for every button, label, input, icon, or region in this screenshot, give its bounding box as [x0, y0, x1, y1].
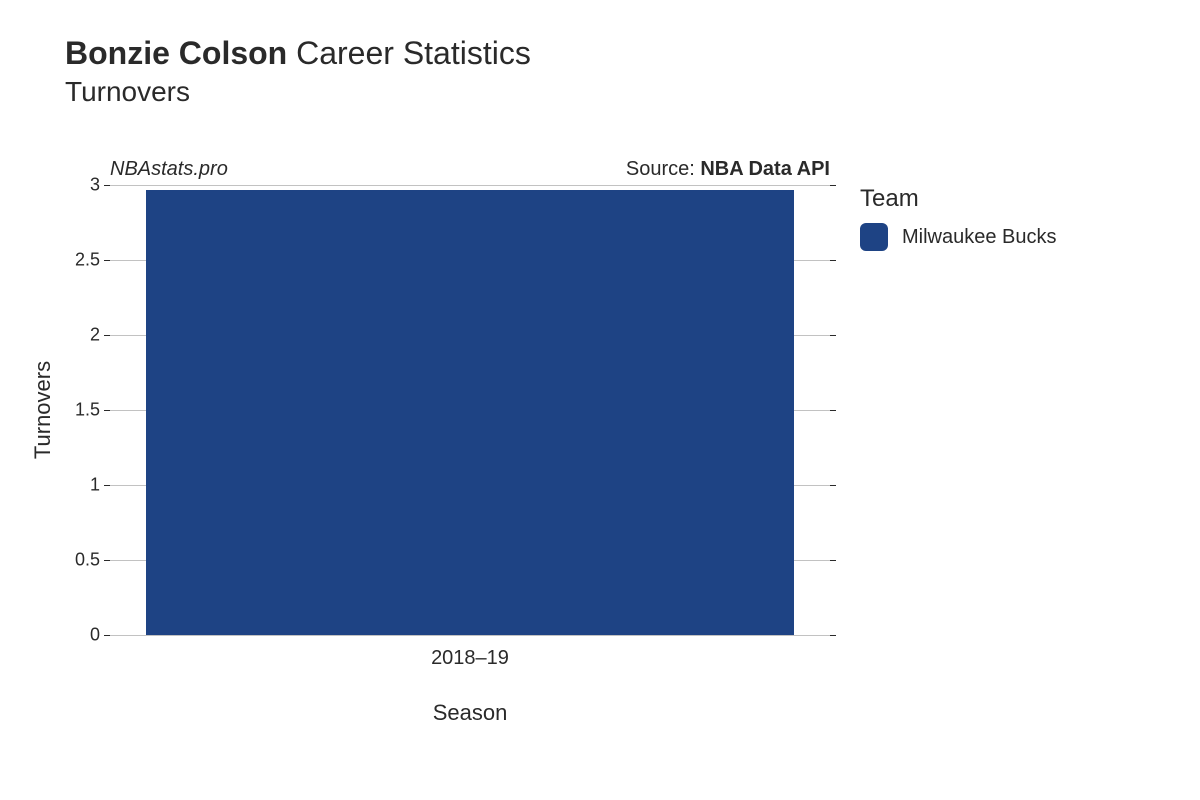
y-tick-label: 2.5 — [75, 250, 110, 271]
legend-item: Milwaukee Bucks — [860, 223, 1057, 251]
y-tick-mark — [830, 560, 836, 561]
y-tick-label: 0 — [90, 625, 110, 646]
x-tick-label: 2018–19 — [431, 635, 509, 670]
chart-title-block: Bonzie Colson Career Statistics Turnover… — [65, 35, 531, 108]
player-name: Bonzie Colson — [65, 35, 287, 71]
meta-row: NBAstats.pro Source: NBA Data API — [110, 158, 830, 181]
y-tick-label: 1.5 — [75, 400, 110, 421]
chart-subtitle: Turnovers — [65, 76, 531, 108]
legend-label: Milwaukee Bucks — [902, 226, 1057, 249]
y-tick-label: 1 — [90, 475, 110, 496]
legend-swatch — [860, 223, 888, 251]
source-name: NBA Data API — [700, 158, 830, 180]
y-tick-label: 3 — [90, 175, 110, 196]
y-tick-mark — [830, 185, 836, 186]
y-tick-mark — [830, 485, 836, 486]
grid-line — [110, 185, 830, 186]
y-tick-mark — [830, 410, 836, 411]
y-tick-mark — [830, 260, 836, 261]
source-prefix: Source: — [626, 158, 700, 180]
y-tick-mark — [830, 635, 836, 636]
y-tick-label: 2 — [90, 325, 110, 346]
legend-title: Team — [860, 185, 1057, 213]
site-name: NBAstats.pro — [110, 158, 228, 181]
x-axis-label: Season — [433, 700, 508, 726]
legend: Team Milwaukee Bucks — [860, 185, 1057, 251]
title-suffix: Career Statistics — [296, 35, 531, 71]
chart-title: Bonzie Colson Career Statistics — [65, 35, 531, 72]
y-axis-label: Turnovers — [30, 361, 56, 459]
plot-area: 00.511.522.532018–19 — [110, 185, 830, 635]
y-tick-label: 0.5 — [75, 550, 110, 571]
bar — [146, 190, 794, 636]
y-tick-mark — [830, 335, 836, 336]
source-label: Source: NBA Data API — [626, 158, 830, 181]
